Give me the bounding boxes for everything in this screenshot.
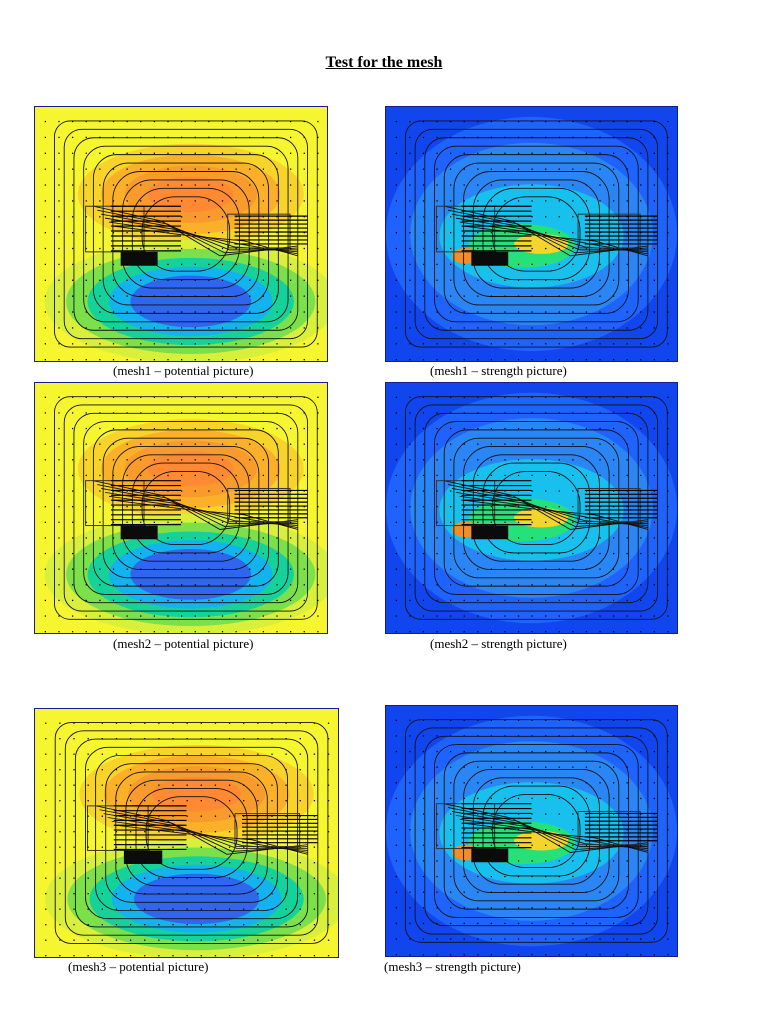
mesh1-strength-picture — [385, 106, 678, 362]
mesh2-potential-picture — [34, 382, 328, 634]
mesh2-potential-caption: (mesh2 – potential picture) — [113, 636, 254, 651]
page-title: Test for the mesh — [325, 54, 443, 71]
mesh3-strength-picture — [385, 705, 678, 957]
mesh1-potential-picture — [34, 106, 328, 362]
mesh1-strength-caption: (mesh1 – strength picture) — [430, 363, 567, 378]
mesh3-potential-caption: (mesh3 – potential picture) — [68, 959, 209, 974]
mesh2-strength-caption: (mesh2 – strength picture) — [430, 636, 567, 651]
mesh1-potential-caption: (mesh1 – potential picture) — [113, 363, 254, 378]
mesh3-potential-picture — [34, 708, 339, 958]
mesh3-strength-caption: (mesh3 – strength picture) — [384, 959, 521, 974]
mesh2-strength-picture — [385, 382, 678, 634]
